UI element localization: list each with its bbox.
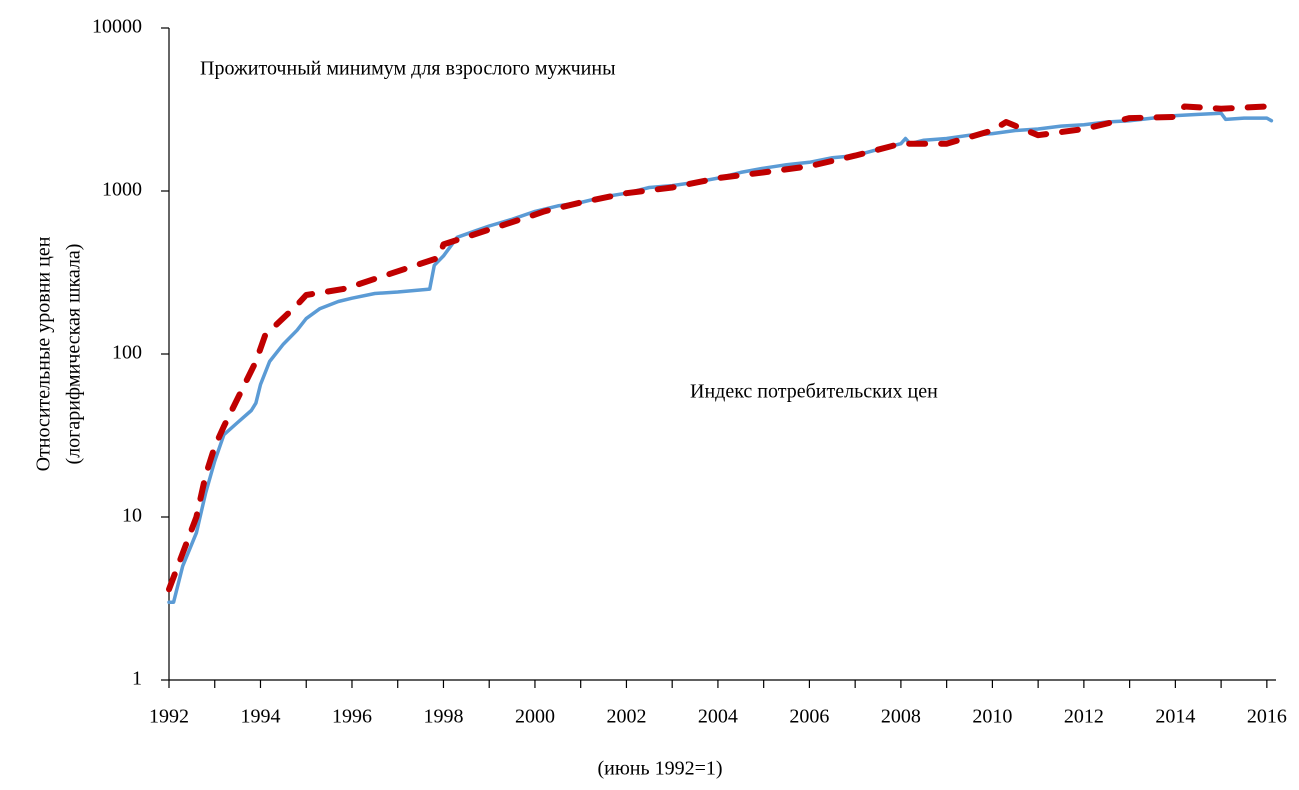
x-tick-label: 2002 [606,706,646,728]
x-axis-title: (июнь 1992=1) [597,758,722,780]
x-tick-label: 1992 [149,706,189,728]
annotation: Прожиточный минимум для взрослого мужчин… [200,58,616,80]
y-tick-label: 10000 [92,16,142,38]
y-tick-label: 1 [132,668,142,690]
x-tick-label: 2008 [881,706,921,728]
series-line [167,111,1274,604]
x-tick-label: 2012 [1064,706,1104,728]
x-tick-label: 2014 [1155,706,1195,728]
annotation: Индекс потребительских цен [690,381,938,403]
x-tick-label: 1994 [240,706,280,728]
y-tick-label: 1000 [102,179,142,201]
y-axis-title: Относительные уровни цен [33,236,55,471]
x-tick-label: 2004 [698,706,738,728]
x-tick-label: 2000 [515,706,555,728]
x-tick-label: 2016 [1247,706,1287,728]
x-tick-label: 1998 [423,706,463,728]
x-tick-label: 1996 [332,706,372,728]
y-tick-label: 100 [112,342,142,364]
y-axis-title: (логарифмическая шкала) [63,244,85,465]
y-tick-label: 10 [122,505,142,527]
x-tick-label: 2010 [972,706,1012,728]
series-line [166,101,1277,593]
x-tick-label: 2006 [789,706,829,728]
